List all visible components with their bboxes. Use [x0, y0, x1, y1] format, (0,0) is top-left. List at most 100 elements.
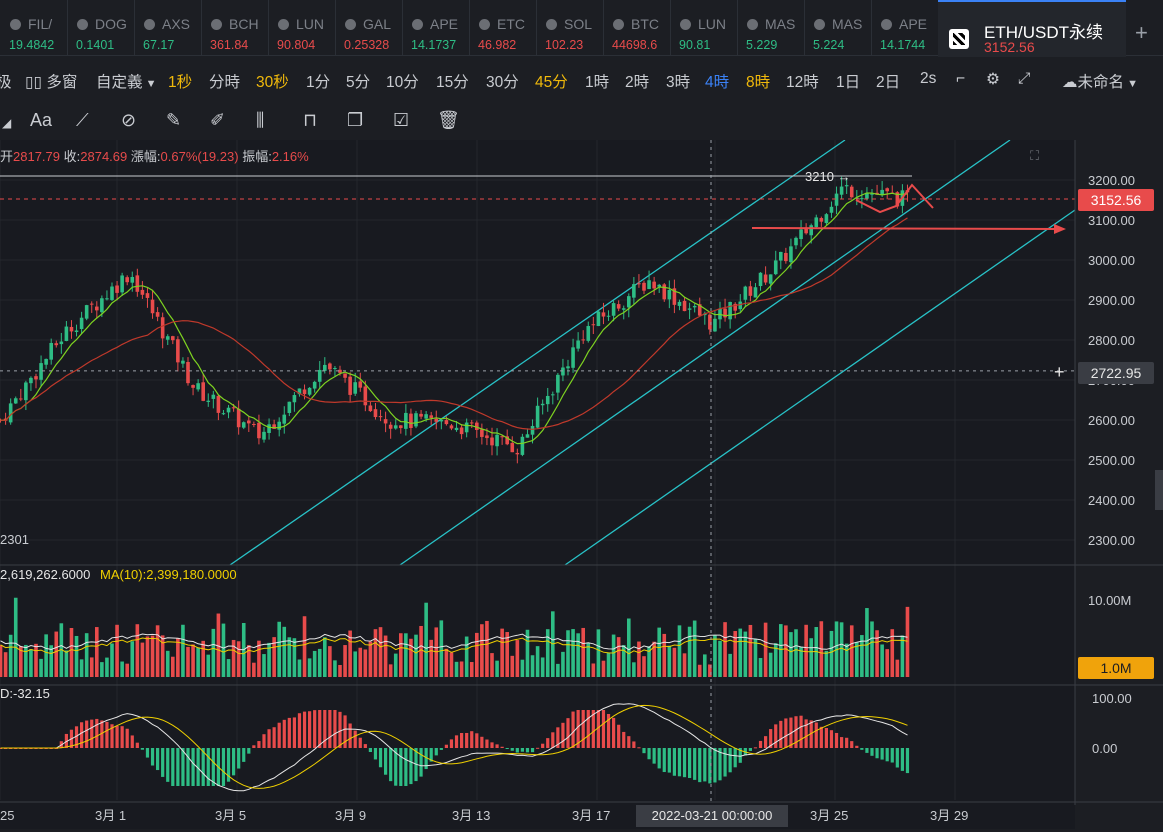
- candlestick-tool-icon[interactable]: ⫼: [256, 110, 265, 130]
- interval-2時[interactable]: 2時: [625, 74, 650, 91]
- interval-1日[interactable]: 1日: [836, 74, 861, 91]
- coin-icon: [77, 19, 88, 30]
- custom-dropdown[interactable]: 自定義 ▼: [96, 74, 157, 91]
- ticker-3[interactable]: BCH 361.84: [201, 0, 269, 55]
- expand-icon[interactable]: ⤢: [1018, 70, 1031, 87]
- tab-eth-usdt-perp[interactable]: ETH/USDT永续 3152.56: [938, 0, 1126, 57]
- interval-15分[interactable]: 15分: [436, 74, 469, 91]
- volume-bar: [606, 652, 611, 677]
- volume-bar: [753, 638, 758, 677]
- amp-value: 2.16%: [271, 149, 309, 164]
- copy-tool-icon[interactable]: ❐: [347, 110, 364, 130]
- macd-bar: [186, 748, 190, 786]
- volume-bar: [0, 645, 3, 677]
- candle-body: [687, 308, 692, 310]
- macd-bar: [520, 748, 524, 752]
- ticker-12[interactable]: MAS 5.224: [804, 0, 872, 55]
- lock-tool-icon[interactable]: ⊓: [303, 110, 318, 130]
- brush-tool-icon[interactable]: ✐: [210, 110, 226, 130]
- macd-bar: [470, 731, 474, 748]
- ticker-price: 14.1737: [411, 38, 457, 52]
- side-panel-handle[interactable]: [1155, 470, 1163, 510]
- add-alert-icon[interactable]: +: [1054, 362, 1065, 382]
- multi-window-button[interactable]: ▯▯ 多窗: [25, 74, 78, 91]
- interval-10分[interactable]: 10分: [386, 74, 419, 91]
- interval-1秒[interactable]: 1秒: [168, 74, 193, 91]
- settings-icon[interactable]: ⚙: [986, 71, 1000, 88]
- workspace-dropdown[interactable]: ☁未命名 ▼: [1062, 74, 1138, 91]
- volume-bar: [368, 641, 373, 677]
- ticker-7[interactable]: ETC 46.982: [469, 0, 537, 55]
- chart-area[interactable]: 3200.003100.003000.002900.002800.002700.…: [0, 139, 1163, 832]
- interval-30秒[interactable]: 30秒: [256, 74, 289, 91]
- candle-body: [789, 246, 793, 263]
- text-tool-icon[interactable]: Aa: [30, 110, 53, 130]
- collapse-icon[interactable]: ◢: [2, 116, 12, 130]
- interval-2s[interactable]: 2s: [920, 70, 937, 87]
- candle-body: [490, 437, 494, 446]
- interval-4時[interactable]: 4時: [705, 74, 730, 91]
- edit-tool-icon[interactable]: ☑: [393, 110, 410, 130]
- candle-body: [292, 395, 297, 403]
- candle-body: [616, 304, 621, 309]
- interval-5分[interactable]: 5分: [346, 74, 371, 91]
- coin-icon: [814, 19, 825, 30]
- ticker-10[interactable]: LUN 90.81: [670, 0, 738, 55]
- ticker-13[interactable]: APE 14.1744: [871, 0, 939, 55]
- interval-8時[interactable]: 8時: [746, 74, 771, 91]
- chart-fullscreen-icon[interactable]: ⛶: [1030, 148, 1040, 163]
- macd-bar: [591, 710, 595, 748]
- ticker-price: 44698.6: [612, 38, 658, 52]
- interval-分時[interactable]: 分時: [209, 74, 241, 91]
- interval-12時[interactable]: 12時: [786, 74, 819, 91]
- interval-45分[interactable]: 45分: [535, 74, 568, 91]
- candle-body: [535, 405, 540, 428]
- ruler-tool-icon[interactable]: ⟋: [76, 110, 89, 130]
- ticker-2[interactable]: AXS 67.17: [134, 0, 202, 55]
- add-tab-icon[interactable]: +: [1135, 20, 1148, 45]
- candle-body: [302, 389, 307, 395]
- pen-tool-icon[interactable]: ✎: [166, 110, 182, 130]
- macd-bar: [145, 748, 150, 758]
- macd-bar: [865, 748, 869, 753]
- candle-body: [181, 360, 185, 364]
- price-chart[interactable]: 3200.003100.003000.002900.002800.002700.…: [0, 139, 1163, 829]
- interval-2日[interactable]: 2日: [876, 74, 901, 91]
- candle-body: [733, 303, 737, 311]
- interval-30分[interactable]: 30分: [486, 74, 519, 91]
- volume-bar: [703, 654, 707, 677]
- volume-bar: [155, 625, 160, 677]
- volume-bar: [885, 649, 889, 677]
- volume-bar: [728, 653, 732, 677]
- ticker-1[interactable]: DOG 0.1401: [67, 0, 135, 55]
- ticker-6[interactable]: APE 14.1737: [402, 0, 470, 55]
- ticker-5[interactable]: GAL 0.25328: [335, 0, 403, 55]
- macd-bar: [703, 748, 707, 782]
- volume-bar: [500, 628, 504, 677]
- fullscreen-layout-icon[interactable]: ⌐: [956, 70, 966, 87]
- ticker-8[interactable]: SOL 102.23: [536, 0, 604, 55]
- ticker-11[interactable]: MAS 5.229: [737, 0, 805, 55]
- candle-body: [809, 225, 813, 236]
- candles: [0, 176, 910, 464]
- trash-icon[interactable]: 🗑: [437, 110, 460, 130]
- macd-bar: [95, 718, 99, 748]
- macd-bar: [596, 710, 600, 748]
- interval-1時[interactable]: 1時: [585, 74, 610, 91]
- macd-bar: [191, 748, 195, 786]
- candle-body: [49, 342, 53, 360]
- price-axis-label: 3000.00: [1088, 253, 1135, 268]
- volume-bar: [809, 638, 813, 677]
- ticker-9[interactable]: BTC 44698.6: [603, 0, 671, 55]
- interval-3時[interactable]: 3時: [666, 74, 691, 91]
- volume-bar: [363, 649, 368, 677]
- ticker-4[interactable]: LUN 90.804: [268, 0, 336, 55]
- interval-1分[interactable]: 1分: [306, 74, 331, 91]
- magnet-tool-icon[interactable]: ⊘: [121, 110, 137, 130]
- macd-bar: [378, 748, 383, 768]
- macd-bar: [500, 746, 504, 748]
- volume-bar: [429, 639, 433, 677]
- macd-bar: [247, 748, 251, 754]
- ticker-0[interactable]: FIL/19.4842: [0, 0, 68, 55]
- candle-body: [419, 413, 423, 417]
